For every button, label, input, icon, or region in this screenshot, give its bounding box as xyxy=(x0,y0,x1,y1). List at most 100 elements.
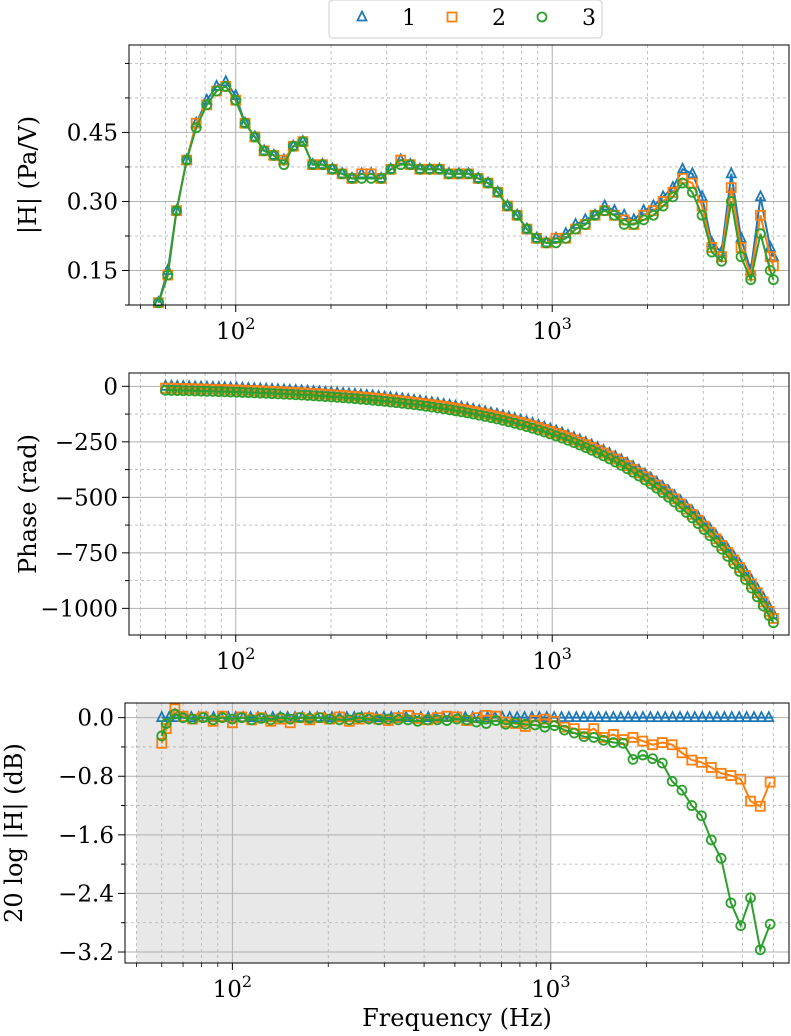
data-point xyxy=(303,710,316,723)
data-point xyxy=(579,219,591,230)
series-line-1 xyxy=(157,80,775,303)
data-point xyxy=(586,444,598,456)
data-point xyxy=(313,390,325,402)
data-point xyxy=(521,223,533,235)
data-point xyxy=(728,558,740,570)
data-point xyxy=(502,200,513,212)
data-point xyxy=(456,406,467,418)
data-point xyxy=(181,154,193,166)
data-point xyxy=(544,428,556,440)
series-2 xyxy=(153,81,779,309)
data-point xyxy=(433,163,445,175)
data-point xyxy=(156,730,168,742)
data-point xyxy=(637,203,650,216)
data-point xyxy=(568,727,580,739)
data-point xyxy=(231,386,242,398)
data-point xyxy=(527,422,538,434)
data-point xyxy=(255,712,267,724)
data-point xyxy=(608,203,621,216)
data-point xyxy=(562,710,575,723)
data-point xyxy=(562,434,574,446)
x-tick-label: 103 xyxy=(531,972,570,1003)
data-point xyxy=(375,173,387,184)
data-point xyxy=(656,757,668,769)
legend-label-3: 3 xyxy=(582,6,596,31)
series-line-3 xyxy=(157,85,775,304)
data-point xyxy=(480,718,492,729)
data-point xyxy=(195,385,207,397)
data-point xyxy=(585,710,598,723)
data-point xyxy=(511,710,524,723)
data-point xyxy=(592,710,605,723)
data-point xyxy=(592,447,603,459)
data-point xyxy=(559,724,570,736)
data-point xyxy=(734,566,746,577)
data-point xyxy=(266,388,278,400)
data-point xyxy=(746,582,757,594)
data-point xyxy=(648,209,659,221)
data-point xyxy=(503,416,515,428)
x-tick-label: 103 xyxy=(532,644,571,675)
data-point xyxy=(740,710,753,723)
data-point xyxy=(628,219,640,230)
data-point xyxy=(444,404,456,416)
data-point xyxy=(274,710,287,723)
data-point xyxy=(754,944,766,956)
data-point xyxy=(166,385,177,396)
y-tick-label: 0 xyxy=(103,374,118,400)
data-point xyxy=(190,122,202,134)
data-point xyxy=(725,897,737,909)
data-point xyxy=(696,209,708,221)
db-panel: −3.2 −2.4 −1.6 −0.8 0.0 102 103 20 log |H| (dB)… xyxy=(0,702,790,1032)
data-point xyxy=(667,191,679,203)
data-point xyxy=(657,200,669,212)
data-point xyxy=(676,161,689,174)
y-tick-label: 0.15 xyxy=(67,258,118,284)
data-point xyxy=(556,432,568,444)
x-tick-label: 102 xyxy=(213,972,252,1003)
data-point xyxy=(745,274,757,286)
data-point xyxy=(336,168,348,180)
data-point xyxy=(745,892,756,904)
data-point xyxy=(754,189,767,202)
data-point xyxy=(607,710,620,723)
y-axis-label: 20 log |H| (dB) xyxy=(0,743,29,923)
data-point xyxy=(577,710,590,723)
data-point xyxy=(426,401,438,413)
data-point xyxy=(382,713,394,725)
data-point xyxy=(237,387,248,398)
data-point xyxy=(297,136,309,148)
data-point xyxy=(479,410,491,422)
data-point xyxy=(326,163,338,175)
data-point xyxy=(532,424,544,436)
data-point xyxy=(242,387,254,399)
data-point xyxy=(361,394,373,406)
data-point xyxy=(692,518,704,530)
data-point xyxy=(735,773,747,785)
data-point xyxy=(414,400,426,411)
data-point xyxy=(343,392,355,404)
data-point xyxy=(254,387,266,399)
data-point xyxy=(349,393,361,405)
data-point xyxy=(725,710,738,723)
series-3 xyxy=(153,81,779,309)
data-point xyxy=(485,412,497,424)
data-point xyxy=(599,205,611,217)
y-tick-label: 0.0 xyxy=(77,706,114,732)
data-point xyxy=(718,710,731,723)
data-point xyxy=(767,249,780,262)
data-point xyxy=(686,800,698,811)
data-point xyxy=(420,400,432,412)
data-point xyxy=(666,710,679,723)
data-point xyxy=(304,712,316,724)
data-point xyxy=(461,407,473,419)
data-point xyxy=(187,713,198,725)
data-point xyxy=(651,710,664,723)
data-point xyxy=(569,216,582,229)
data-point xyxy=(390,397,402,409)
data-point xyxy=(676,747,688,759)
data-point xyxy=(618,207,631,220)
data-point xyxy=(609,456,621,468)
data-point xyxy=(284,389,296,400)
data-point xyxy=(363,713,375,725)
